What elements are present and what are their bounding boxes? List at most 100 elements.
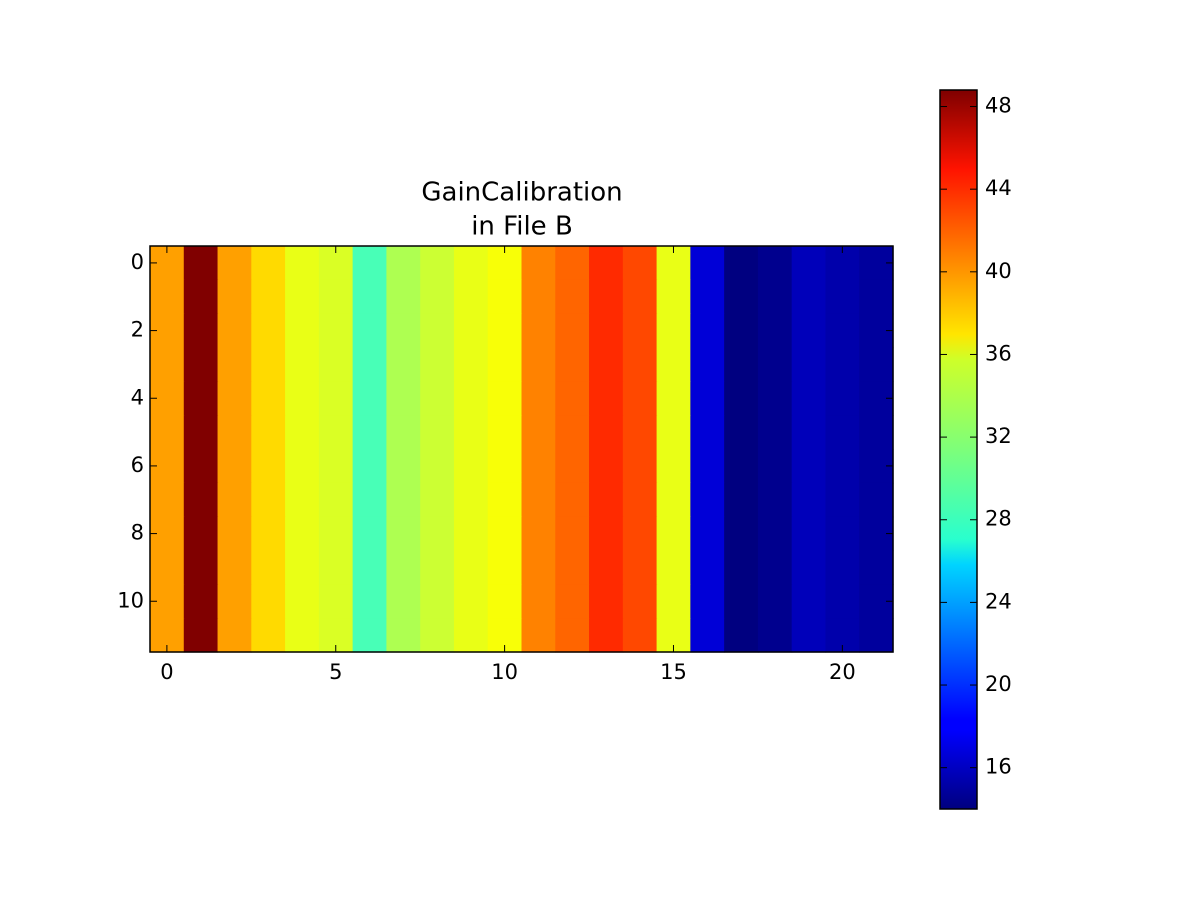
heatmap-cell [183, 279, 219, 315]
heatmap-cell [859, 550, 894, 585]
heatmap-cell [420, 482, 455, 518]
heatmap-cell [555, 313, 590, 349]
heatmap-cell [420, 618, 455, 653]
heatmap-cell [589, 482, 624, 518]
heatmap-cell [724, 246, 759, 281]
heatmap-cell [791, 516, 827, 552]
heatmap-cell [521, 313, 556, 349]
heatmap-cell [183, 246, 219, 281]
heatmap-cell [251, 313, 286, 349]
heatmap-cell [285, 246, 320, 281]
heatmap-cell [318, 584, 354, 619]
heatmap-cell [487, 449, 523, 484]
heatmap-cell [251, 618, 286, 653]
heatmap-cell [487, 482, 523, 518]
heatmap-cell [622, 381, 658, 416]
colorbar-tick-label: 44 [985, 176, 1012, 200]
heatmap-cell [386, 449, 421, 484]
heatmap-cell [555, 449, 590, 484]
heatmap-cell [420, 347, 455, 382]
heatmap-cell [352, 279, 388, 315]
heatmap-cell [420, 415, 455, 450]
y-tick-label: 2 [131, 318, 144, 342]
colorbar-tick-label: 40 [985, 259, 1012, 283]
x-tick-label: 20 [829, 660, 856, 684]
heatmap-cell [453, 449, 489, 484]
heatmap-cell [825, 550, 860, 585]
heatmap-cell [318, 516, 354, 552]
heatmap-cell [183, 415, 219, 450]
heatmap-cell [622, 550, 658, 585]
heatmap-cell [453, 415, 489, 450]
heatmap-cell [183, 313, 219, 349]
heatmap-cell [825, 584, 860, 619]
heatmap-cell [183, 584, 219, 619]
heatmap-cell [825, 279, 860, 315]
heatmap-cell [757, 449, 793, 484]
heatmap-cell [183, 482, 219, 518]
heatmap-cell [555, 584, 590, 619]
heatmap-cell [555, 381, 590, 416]
heatmap-cell [487, 415, 523, 450]
heatmap-cell [622, 449, 658, 484]
heatmap-cell [352, 347, 388, 382]
heatmap-cell [656, 449, 691, 484]
heatmap-cell [521, 347, 556, 382]
heatmap-cell [589, 313, 624, 349]
heatmap-cell [589, 449, 624, 484]
heatmap-cell [251, 381, 286, 416]
heatmap-cell [285, 279, 320, 315]
heatmap-cells [150, 246, 894, 653]
heatmap-cell [859, 618, 894, 653]
x-tick-label: 15 [660, 660, 687, 684]
heatmap-cell [825, 516, 860, 552]
heatmap-cell [690, 347, 725, 382]
heatmap-cell [724, 415, 759, 450]
heatmap-cell [757, 313, 793, 349]
heatmap-cell [453, 516, 489, 552]
heatmap-cell [724, 618, 759, 653]
heatmap-cell [521, 381, 556, 416]
heatmap-cell [251, 584, 286, 619]
heatmap-cell [622, 415, 658, 450]
heatmap-cell [521, 482, 556, 518]
heatmap-cell [724, 381, 759, 416]
heatmap-cell [285, 584, 320, 619]
heatmap-cell [791, 550, 827, 585]
heatmap-cell [589, 584, 624, 619]
heatmap-cell [622, 618, 658, 653]
heatmap-cell [150, 415, 185, 450]
heatmap-cell [386, 279, 421, 315]
heatmap-cell [757, 347, 793, 382]
heatmap-cell [251, 246, 286, 281]
heatmap-cell [352, 516, 388, 552]
heatmap-cell [690, 618, 725, 653]
heatmap-cell [386, 246, 421, 281]
heatmap-cell [183, 618, 219, 653]
heatmap-cell [589, 279, 624, 315]
heatmap-cell [318, 279, 354, 315]
heatmap-cell [690, 449, 725, 484]
heatmap-cell [656, 584, 691, 619]
heatmap-cell [690, 246, 725, 281]
heatmap-cell [150, 550, 185, 585]
heatmap-cell [791, 449, 827, 484]
heatmap-cell [521, 246, 556, 281]
heatmap-cell [656, 313, 691, 349]
heatmap-cell [791, 279, 827, 315]
heatmap-cell [217, 449, 252, 484]
heatmap-cell [757, 550, 793, 585]
heatmap-cell [386, 415, 421, 450]
heatmap-cell [521, 415, 556, 450]
heatmap-cell [589, 246, 624, 281]
heatmap-cell [555, 618, 590, 653]
y-tick-label: 0 [131, 250, 144, 274]
heatmap-cell [521, 516, 556, 552]
heatmap-cell [859, 482, 894, 518]
heatmap-cell [589, 415, 624, 450]
heatmap-cell [656, 381, 691, 416]
heatmap-cell [791, 381, 827, 416]
heatmap-cell [217, 584, 252, 619]
heatmap-cell [386, 381, 421, 416]
heatmap-cell [724, 279, 759, 315]
